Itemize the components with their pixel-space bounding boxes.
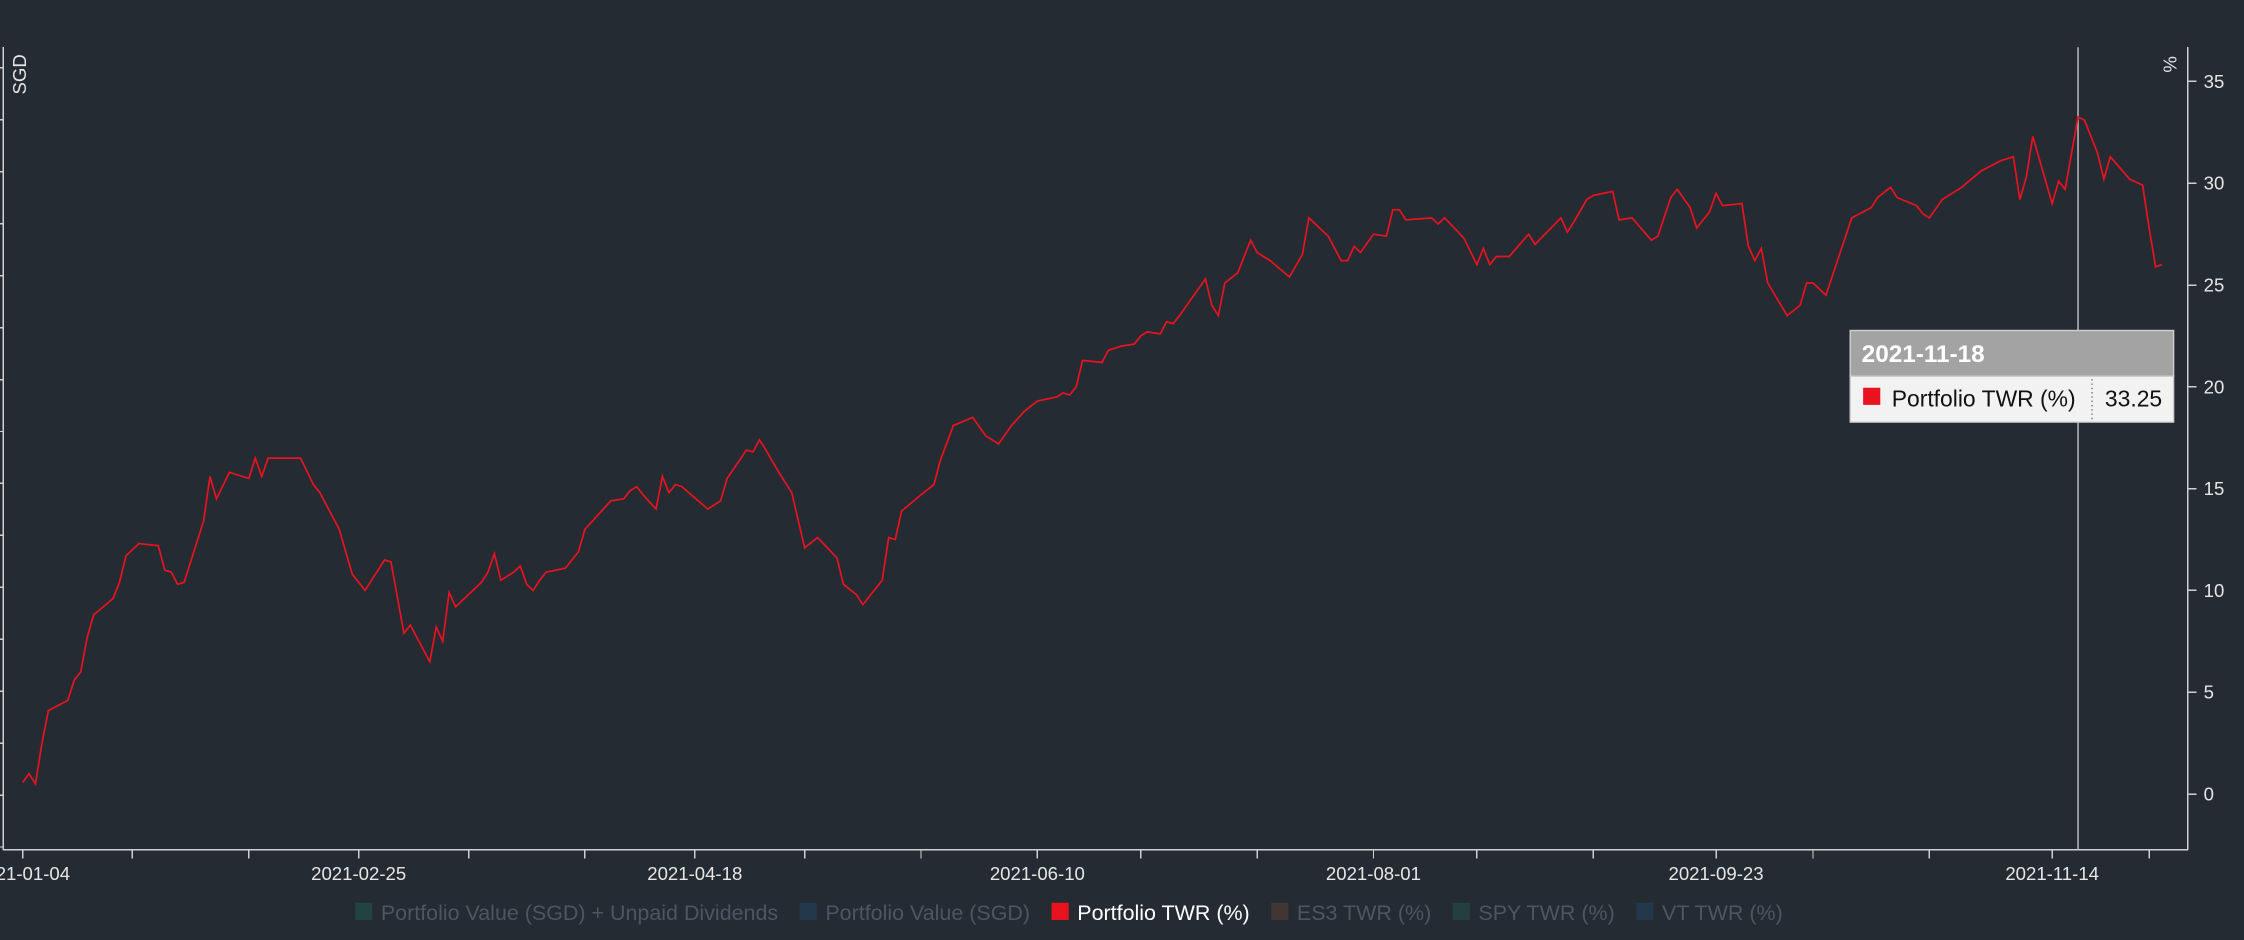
legend-item[interactable]: Portfolio Value (SGD) — [799, 901, 1030, 925]
legend-item[interactable]: VT TWR (%) — [1636, 901, 1783, 925]
legend-label: VT TWR (%) — [1662, 901, 1783, 925]
legend-swatch — [1452, 902, 1470, 920]
y2-axis-label: % — [2159, 56, 2180, 73]
y2-tick-label: 25 — [2204, 274, 2225, 295]
tooltip-title: 2021-11-18 — [1862, 341, 1985, 368]
legend-item[interactable]: ES3 TWR (%) — [1271, 901, 1431, 925]
x-tick-label: 2021-02-25 — [311, 863, 406, 884]
x-tick-label: 2021-09-23 — [1669, 863, 1764, 884]
legend-item[interactable]: Portfolio TWR (%) — [1051, 901, 1250, 925]
y2-tick-label: 15 — [2204, 478, 2225, 499]
tooltip: 2021-11-18 Portfolio TWR (%) 33.25 — [1849, 329, 2175, 423]
y2-tick-label: 35 — [2204, 71, 2225, 92]
tooltip-row — [1849, 375, 2175, 423]
x-tick-label: 2021-06-10 — [990, 863, 1085, 884]
x-tick-label: 2021-01-04 — [0, 863, 70, 884]
legend-label: Portfolio TWR (%) — [1077, 901, 1249, 925]
y2-tick-label: 20 — [2204, 376, 2225, 397]
y2-tick-label: 0 — [2204, 784, 2214, 805]
x-tick-label: 2021-04-18 — [647, 863, 742, 884]
legend-label: Portfolio Value (SGD) — [825, 901, 1030, 925]
legend-swatch — [1636, 902, 1654, 920]
legend-swatch — [1051, 902, 1069, 920]
tooltip-value: 33.25 — [2105, 385, 2162, 411]
legend-item[interactable]: SPY TWR (%) — [1452, 901, 1615, 925]
y-axis-label: SGD — [9, 54, 30, 94]
legend-swatch — [355, 902, 373, 920]
legend-swatch — [1271, 902, 1289, 920]
tooltip-name: Portfolio TWR (%) — [1892, 385, 2076, 411]
y2-tick-label: 10 — [2204, 580, 2225, 601]
legend-swatch — [799, 902, 817, 920]
legend-item[interactable]: Portfolio Value (SGD) + Unpaid Dividends — [355, 901, 778, 925]
legend-label: ES3 TWR (%) — [1297, 901, 1431, 925]
x-tick-label: 2021-11-14 — [2005, 863, 2099, 884]
legend-label: Portfolio Value (SGD) + Unpaid Dividends — [381, 901, 778, 925]
x-tick-label: 2021-08-01 — [1326, 863, 1421, 884]
series-line — [21, 115, 2163, 787]
tooltip-header — [1849, 329, 2175, 378]
legend-label: SPY TWR (%) — [1478, 901, 1614, 925]
y2-tick-label: 30 — [2204, 173, 2225, 194]
y2-tick-label: 5 — [2204, 682, 2214, 703]
tooltip-swatch — [1863, 387, 1881, 405]
